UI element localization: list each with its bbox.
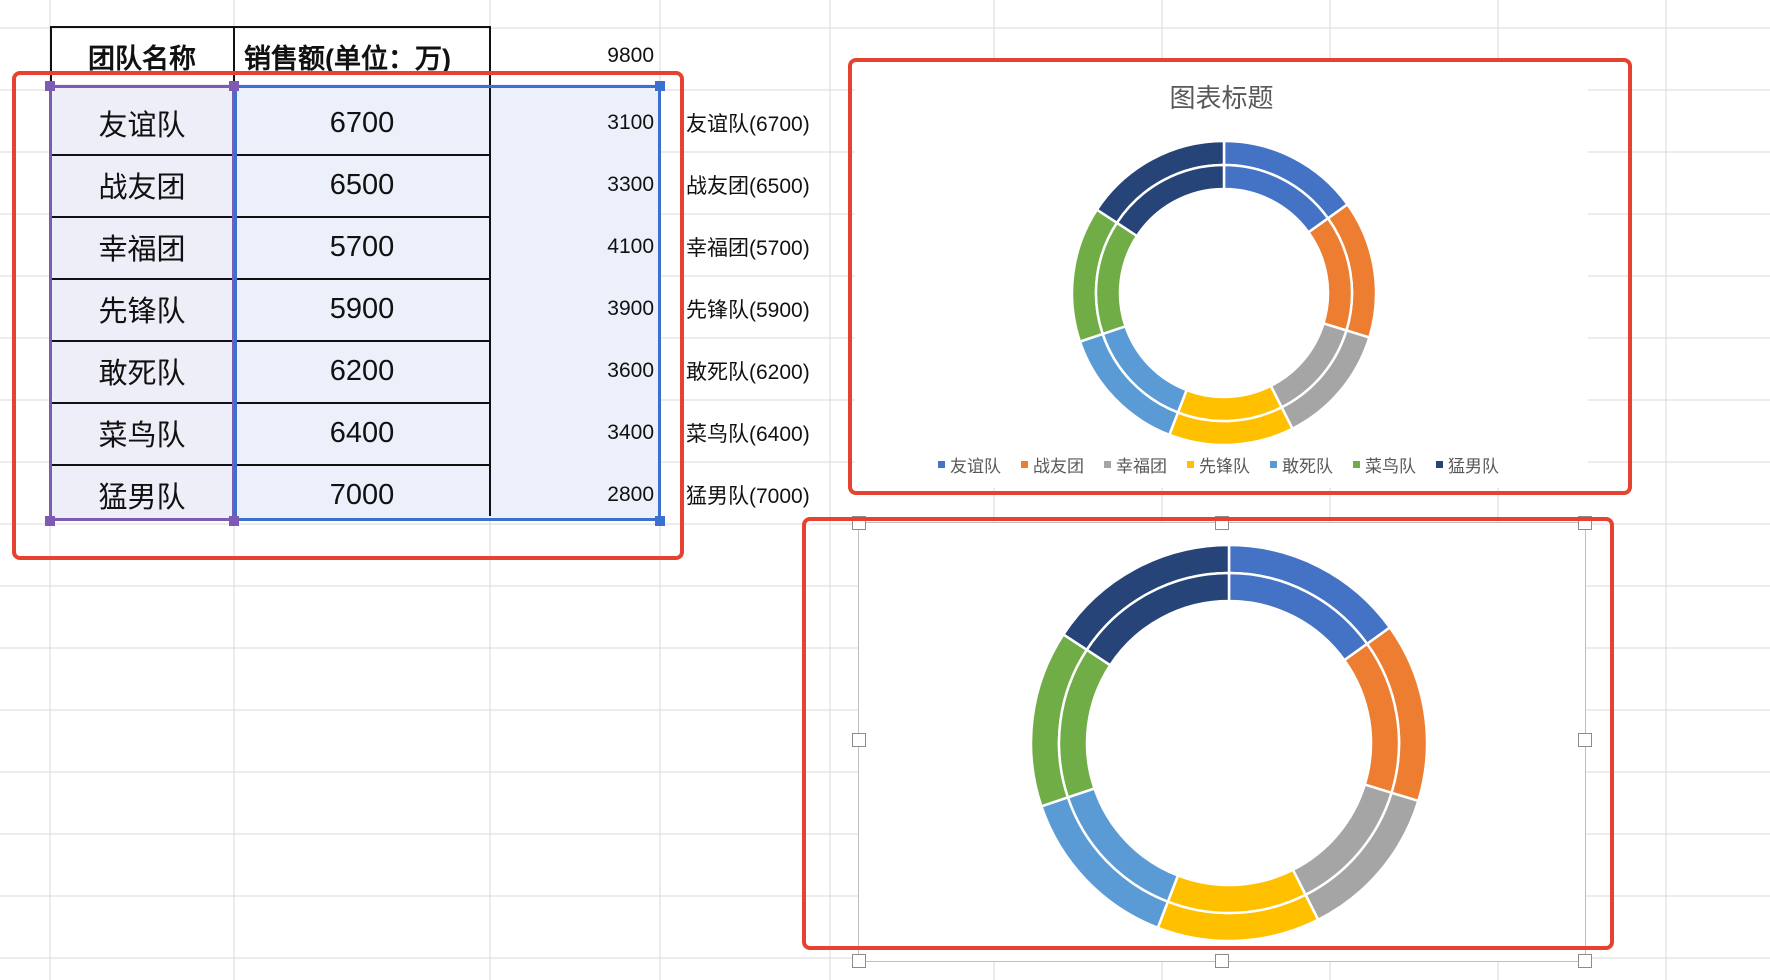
sales-cell[interactable]: 5900	[329, 292, 395, 325]
table-border	[50, 26, 490, 28]
legend-swatch	[1353, 461, 1360, 468]
selection-handle-purple-bl[interactable]	[45, 516, 55, 526]
aux-value-cell[interactable]: 3600	[607, 359, 654, 382]
table-row-border	[50, 154, 490, 156]
legend-entry[interactable]: 先锋队	[1187, 452, 1250, 477]
chart-1-doughnut[interactable]	[1064, 133, 1384, 453]
data-label-cell[interactable]: 敢死队(6200)	[686, 361, 810, 384]
selection-handle-purple-tl[interactable]	[45, 81, 55, 91]
sales-cell[interactable]: 7000	[329, 478, 395, 511]
team-cell[interactable]: 猛男队	[98, 482, 186, 514]
legend-swatch	[1270, 461, 1277, 468]
table-row-border	[50, 464, 490, 466]
legend-entry[interactable]: 战友团	[1021, 452, 1084, 477]
team-cell[interactable]: 菜鸟队	[98, 420, 186, 452]
sales-cell[interactable]: 6700	[329, 106, 395, 139]
chart-1-title[interactable]: 图表标题	[1169, 83, 1274, 113]
legend-label: 敢死队	[1282, 457, 1333, 476]
legend-label: 战友团	[1033, 457, 1084, 476]
data-label-cell[interactable]: 先锋队(5900)	[686, 299, 810, 322]
legend-swatch	[1104, 461, 1111, 468]
legend-label: 菜鸟队	[1365, 457, 1416, 476]
table-row-border	[50, 278, 490, 280]
selection-border-team	[49, 85, 235, 521]
data-label-cell[interactable]: 友谊队(6700)	[686, 113, 810, 136]
table-row-border	[50, 216, 490, 218]
doughnut-slice-猛男队[interactable]	[1115, 163, 1226, 238]
sales-cell[interactable]: 5700	[329, 230, 395, 263]
chart-2-handle-bm[interactable]	[1215, 954, 1229, 968]
team-cell[interactable]: 先锋队	[98, 296, 186, 328]
data-label-cell[interactable]: 猛男队(7000)	[686, 485, 810, 508]
selection-fill-sales	[234, 84, 660, 521]
chart-2-handle-br[interactable]	[1578, 954, 1592, 968]
legend-label: 先锋队	[1199, 457, 1250, 476]
table-row-border	[50, 402, 490, 404]
team-cell[interactable]: 敢死队	[98, 358, 186, 390]
legend-label: 幸福团	[1116, 457, 1167, 476]
legend-entry[interactable]: 菜鸟队	[1353, 452, 1416, 477]
legend-label: 友谊队	[950, 457, 1001, 476]
team-cell[interactable]: 战友团	[98, 172, 186, 204]
table-row-border	[50, 340, 490, 342]
chart-1-legend[interactable]: 友谊队 战友团 幸福团 先锋队 敢死队 菜鸟队 猛男队	[938, 452, 1499, 477]
chart-2-handle-ml[interactable]	[852, 733, 866, 747]
legend-swatch	[1187, 461, 1194, 468]
aux-value-cell[interactable]: 3300	[607, 173, 654, 196]
aux-value-cell[interactable]: 3100	[607, 111, 654, 134]
highlight-box-chart-1	[848, 58, 1632, 495]
legend-swatch	[938, 461, 945, 468]
legend-swatch	[1021, 461, 1028, 468]
legend-swatch	[1436, 461, 1443, 468]
sales-cell[interactable]: 6500	[329, 168, 395, 201]
selection-fill-team	[50, 84, 234, 521]
chart-2-handle-mr[interactable]	[1578, 733, 1592, 747]
team-cell[interactable]: 幸福团	[98, 234, 186, 266]
chart-2-doughnut[interactable]	[1021, 535, 1437, 951]
header-aux-value[interactable]: 9800	[607, 44, 654, 67]
selection-handle-purple-br[interactable]	[229, 516, 239, 526]
selection-handle-purple-tr[interactable]	[229, 81, 239, 91]
selection-handle-blue-br[interactable]	[655, 516, 665, 526]
team-cell[interactable]: 友谊队	[98, 110, 186, 142]
sales-cell[interactable]: 6400	[329, 416, 395, 449]
highlight-box-chart-2	[802, 517, 1614, 950]
aux-value-cell[interactable]: 3900	[607, 297, 654, 320]
aux-value-cell[interactable]: 4100	[607, 235, 654, 258]
sales-cell[interactable]: 6200	[329, 354, 395, 387]
legend-entry[interactable]: 敢死队	[1270, 452, 1333, 477]
header-sales[interactable]: 销售额(单位：万)	[244, 43, 451, 74]
selection-border-sales	[234, 85, 661, 521]
chart-2-handle-bl[interactable]	[852, 954, 866, 968]
aux-value-cell[interactable]: 3400	[607, 421, 654, 444]
data-label-cell[interactable]: 菜鸟队(6400)	[686, 423, 810, 446]
aux-value-cell[interactable]: 2800	[607, 483, 654, 506]
doughnut-slice-猛男队[interactable]	[1085, 571, 1231, 667]
table-border	[489, 26, 491, 516]
table-border	[50, 26, 52, 86]
legend-entry[interactable]: 幸福团	[1104, 452, 1167, 477]
legend-entry[interactable]: 猛男队	[1436, 452, 1499, 477]
selection-handle-blue-tr[interactable]	[655, 81, 665, 91]
data-label-cell[interactable]: 战友团(6500)	[686, 175, 810, 198]
data-label-cell[interactable]: 幸福团(5700)	[686, 237, 810, 260]
legend-entry[interactable]: 友谊队	[938, 452, 1001, 477]
highlight-box-table	[12, 71, 684, 560]
header-team-name[interactable]: 团队名称	[88, 43, 196, 74]
legend-label: 猛男队	[1448, 457, 1499, 476]
